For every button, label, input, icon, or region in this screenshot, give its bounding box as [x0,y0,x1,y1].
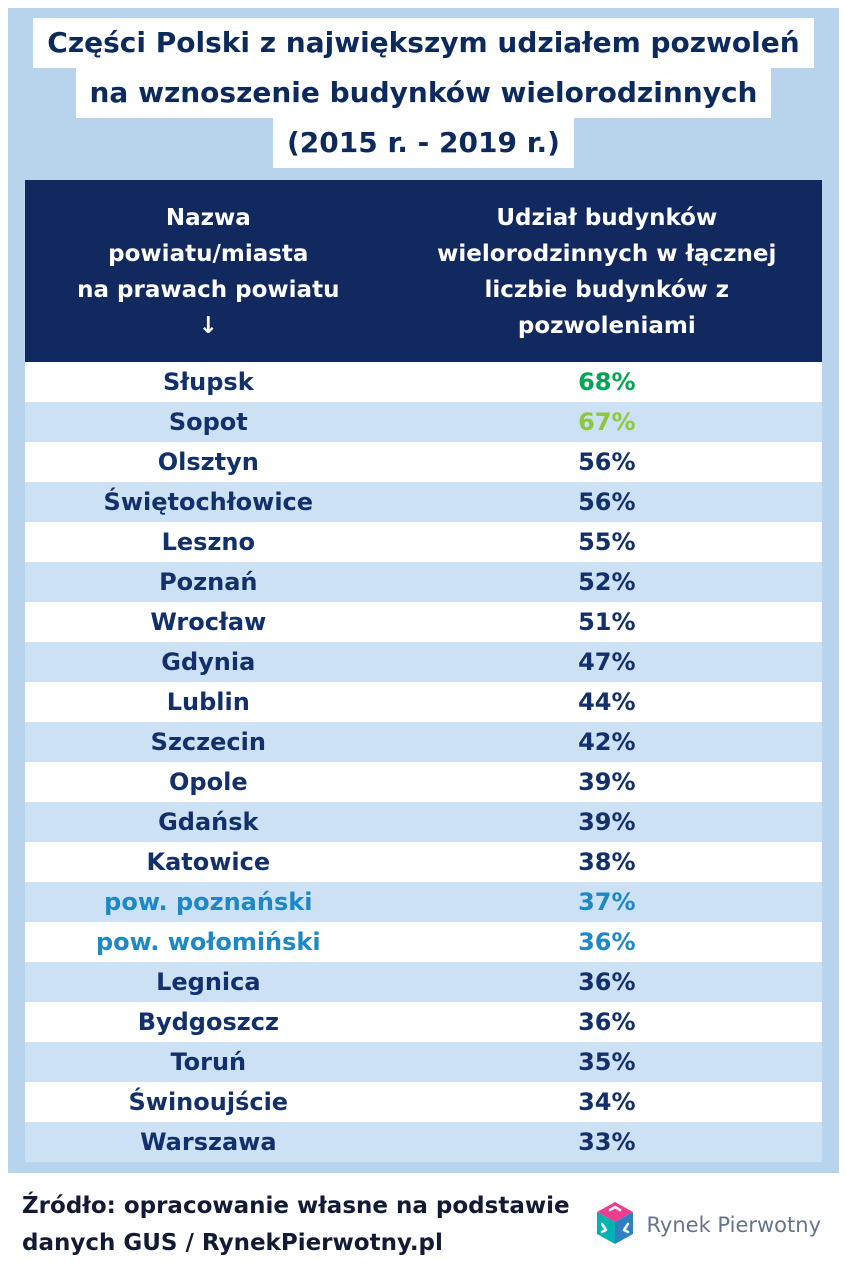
table-row: Świętochłowice 56% [25,482,822,522]
table-row: Świnoujście 34% [25,1082,822,1122]
row-name: Sopot [168,408,248,436]
data-table: Nazwa powiatu/miasta na prawach powiatu … [25,180,822,1162]
table-row: Wrocław 51% [25,602,822,642]
row-name: Świnoujście [128,1088,289,1116]
row-name: Słupsk [162,368,254,396]
row-name: Legnica [156,968,261,996]
row-name: Leszno [161,528,255,556]
row-name: pow. poznański [104,888,313,916]
title-line-2: na wznoszenie budynków wielorodzinnych [8,68,839,118]
row-name: Toruń [170,1048,247,1076]
row-name: Świętochłowice [103,488,314,516]
row-value: 33% [578,1128,636,1156]
table-row: Poznań 52% [25,562,822,602]
title-line-1-text: Części Polski z największym udziałem poz… [33,18,814,68]
table-row: pow. poznański 37% [25,882,822,922]
row-value: 51% [578,608,636,636]
source-text: Źródło: opracowanie własne na podstawie … [22,1193,570,1256]
table-row: Legnica 36% [25,962,822,1002]
table-row: Lublin 44% [25,682,822,722]
row-name: Poznań [159,568,258,596]
row-value: 55% [578,528,636,556]
row-value: 34% [578,1088,636,1116]
row-value: 44% [578,688,636,716]
row-name: Olsztyn [157,448,259,476]
row-name: Lublin [166,688,250,716]
table-row: Warszawa 33% [25,1122,822,1162]
table-row: Gdynia 47% [25,642,822,682]
table-body: Słupsk 68% Sopot 67% Olsztyn 56% Świętochłowic… [25,362,822,1162]
table-row: Sopot 67% [25,402,822,442]
table-row: Toruń 35% [25,1042,822,1082]
row-value: 56% [578,448,636,476]
table-row: Katowice 38% [25,842,822,882]
row-name: Wrocław [150,608,267,636]
row-value: 39% [578,768,636,796]
title-line-2-text: na wznoszenie budynków wielorodzinnych [75,68,772,118]
row-value: 47% [578,648,636,676]
table-row: Leszno 55% [25,522,822,562]
row-name: Opole [169,768,248,796]
table-row: pow. wołomiński 36% [25,922,822,962]
title-line-3-text: (2015 r. - 2019 r.) [273,118,574,168]
header-col-name: Nazwa powiatu/miasta na prawach powiatu … [77,205,340,339]
row-name: Warszawa [140,1128,277,1156]
row-name: Gdynia [161,648,256,676]
row-value: 36% [578,1008,636,1036]
row-value: 42% [578,728,636,756]
row-value: 35% [578,1048,636,1076]
row-name: Gdańsk [158,808,259,836]
row-name: pow. wołomiński [95,928,321,956]
row-value: 56% [578,488,636,516]
row-value: 39% [578,808,636,836]
row-name: Bydgoszcz [137,1008,279,1036]
title-line-3: (2015 r. - 2019 r.) [8,118,839,168]
row-value: 37% [578,888,636,916]
row-value: 38% [578,848,636,876]
logo-cube-icon [594,1200,636,1250]
table-row: Szczecin 42% [25,722,822,762]
title-line-1: Części Polski z największym udziałem poz… [8,18,839,68]
row-name: Katowice [146,848,271,876]
brand-logo: Rynek Pierwotny [594,1200,821,1250]
table-row: Opole 39% [25,762,822,802]
header-col-share: Udział budynków wielorodzinnych w łączne… [437,205,777,339]
table-row: Olsztyn 56% [25,442,822,482]
table-row: Bydgoszcz 36% [25,1002,822,1042]
page-title: Części Polski z największym udziałem poz… [8,8,839,168]
table-row: Słupsk 68% [25,362,822,402]
row-value: 36% [578,968,636,996]
footer: Źródło: opracowanie własne na podstawie … [8,1173,839,1277]
table-header: Nazwa powiatu/miasta na prawach powiatu … [25,180,822,362]
row-value: 67% [578,408,636,436]
row-name: Szczecin [150,728,266,756]
logo-text: Rynek Pierwotny [646,1213,821,1237]
table-row: Gdańsk 39% [25,802,822,842]
row-value: 52% [578,568,636,596]
row-value: 68% [578,368,636,396]
row-value: 36% [578,928,636,956]
